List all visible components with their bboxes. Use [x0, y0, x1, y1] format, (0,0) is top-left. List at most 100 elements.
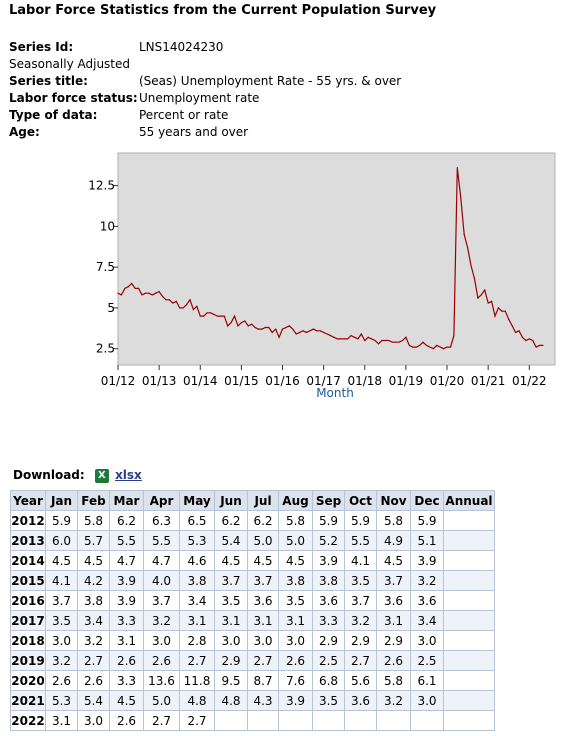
value-cell: 4.8	[179, 690, 215, 711]
data-point	[179, 307, 181, 309]
value-cell: 3.7	[143, 590, 180, 611]
data-point	[436, 344, 438, 347]
value-cell	[443, 530, 495, 551]
data-point	[460, 196, 462, 198]
value-cell: 3.6	[247, 590, 279, 611]
value-cell: 5.8	[278, 510, 313, 531]
value-cell: 2.9	[214, 650, 248, 671]
data-point	[350, 335, 352, 337]
table-row: 2012 5.9 5.8 6.2 6.3 6.5 6.2 6.2 5.8 5.9 5.9 5.8 5.9	[10, 510, 495, 531]
data-point	[340, 338, 342, 340]
value-cell	[443, 710, 495, 731]
labor-force-status-value: Unemployment rate	[139, 91, 260, 105]
y-tick-label: 5	[107, 301, 115, 315]
column-header: Aug	[278, 490, 313, 511]
value-cell: 4.2	[77, 570, 110, 591]
x-tick-label: 01/17	[306, 374, 341, 388]
value-cell: 5.5	[143, 530, 180, 551]
data-point	[463, 233, 465, 236]
column-header: Jul	[247, 490, 279, 511]
data-point	[151, 294, 153, 296]
value-cell: 4.5	[214, 550, 248, 571]
data-point	[467, 246, 469, 249]
data-point	[251, 323, 253, 325]
series-points	[117, 167, 544, 350]
value-cell: 3.0	[214, 630, 248, 651]
data-point	[206, 312, 208, 314]
data-point	[244, 320, 246, 322]
value-cell: 3.9	[109, 590, 144, 611]
value-cell: 3.7	[344, 590, 377, 611]
value-cell: 2.6	[77, 670, 110, 691]
value-cell: 2.7	[143, 710, 180, 731]
value-cell	[443, 670, 495, 691]
value-cell: 3.5	[312, 690, 345, 711]
value-cell: 4.5	[278, 550, 313, 571]
value-cell: 6.1	[410, 670, 444, 691]
data-point	[401, 339, 404, 342]
value-cell: 3.7	[247, 570, 279, 591]
x-tick-label: 01/22	[512, 374, 547, 388]
excel-icon[interactable]: X	[94, 468, 109, 483]
value-cell: 4.0	[143, 570, 180, 591]
series-title-row: Series title: (Seas) Unemployment Rate -…	[9, 74, 401, 88]
value-cell: 2.9	[312, 630, 345, 651]
data-point	[141, 294, 143, 296]
series-id-row: Series Id: LNS14024230	[9, 40, 223, 54]
value-cell	[443, 690, 495, 711]
x-tick-label: 01/13	[142, 374, 177, 388]
value-cell: 3.9	[410, 550, 444, 571]
value-cell	[443, 590, 495, 611]
age-label: Age:	[9, 125, 40, 139]
table-row: 2017 3.5 3.4 3.3 3.2 3.1 3.1 3.1 3.1 3.3 3.2 3.1 3.4	[10, 610, 495, 631]
data-point	[285, 326, 287, 329]
value-cell: 5.7	[77, 530, 110, 551]
value-cell: 3.3	[109, 670, 144, 691]
x-axis-label: Month	[316, 386, 354, 400]
value-cell: 2.6	[109, 650, 144, 671]
data-point	[299, 331, 301, 333]
y-tick-label: 2.5	[96, 342, 115, 356]
data-point	[288, 325, 290, 327]
value-cell: 4.3	[247, 690, 279, 711]
data-point	[131, 282, 133, 285]
value-cell: 3.4	[410, 610, 444, 631]
value-cell: 5.3	[45, 690, 78, 711]
year-cell: 2015	[10, 570, 46, 591]
value-cell: 3.3	[312, 610, 345, 631]
data-point	[412, 346, 414, 348]
data-point	[377, 343, 380, 345]
value-cell: 3.8	[179, 570, 215, 591]
value-cell: 2.7	[77, 650, 110, 671]
value-cell: 5.3	[179, 530, 215, 551]
value-cell: 3.2	[344, 610, 377, 631]
data-point	[264, 326, 266, 329]
xlsx-download-link[interactable]: xlsx	[115, 468, 142, 482]
data-point	[518, 330, 520, 332]
data-point	[480, 294, 482, 296]
value-cell: 9.5	[214, 670, 248, 691]
type-of-data-row: Type of data: Percent or rate	[9, 108, 228, 122]
value-cell: 4.8	[214, 690, 248, 711]
value-cell: 3.1	[214, 610, 248, 631]
value-cell: 3.0	[410, 630, 444, 651]
x-tick-label: 01/19	[389, 374, 424, 388]
data-point	[192, 308, 195, 311]
data-point	[158, 291, 160, 293]
data-point	[117, 292, 119, 294]
value-cell: 4.5	[109, 690, 144, 711]
data-point	[371, 338, 373, 340]
value-cell: 3.0	[410, 690, 444, 711]
data-point	[161, 295, 164, 298]
value-cell: 3.0	[247, 630, 279, 651]
value-cell: 5.4	[214, 530, 248, 551]
data-point	[185, 304, 188, 306]
value-cell: 2.6	[376, 650, 411, 671]
data-point	[319, 330, 321, 332]
value-cell	[344, 710, 377, 731]
type-of-data-label: Type of data:	[9, 108, 98, 122]
table-row: 2019 3.2 2.7 2.6 2.6 2.7 2.9 2.7 2.6 2.5 2.7 2.6 2.5	[10, 650, 495, 671]
data-point	[374, 339, 376, 342]
value-cell: 3.8	[312, 570, 345, 591]
